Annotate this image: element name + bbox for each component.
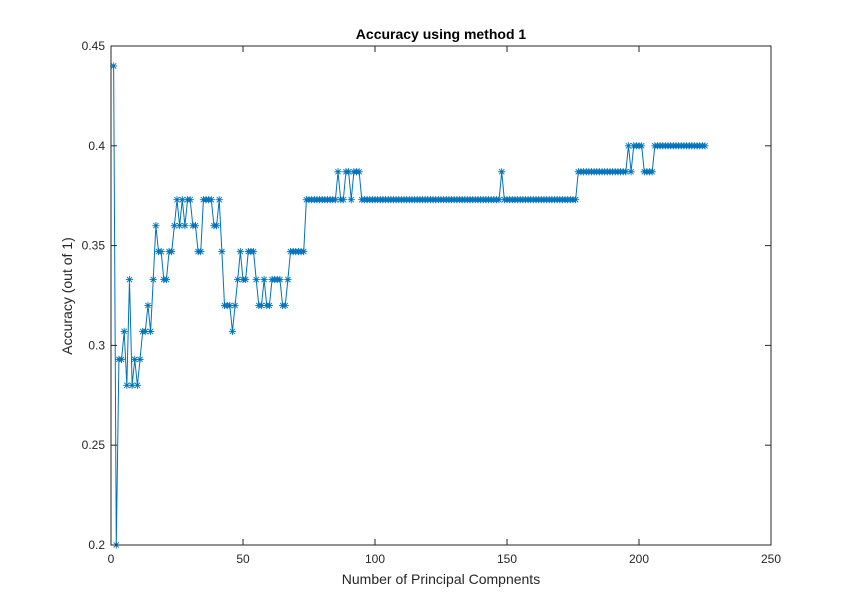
plot-area: [111, 46, 771, 545]
data-point-marker: [133, 381, 141, 389]
data-point-marker: [215, 196, 223, 204]
data-point-marker: [157, 247, 165, 256]
data-point-marker: [572, 196, 580, 204]
data-point-marker: [345, 168, 353, 176]
series-layer: [110, 62, 709, 549]
data-point-marker: [284, 275, 292, 284]
data-point-marker: [173, 196, 181, 204]
data-point-marker: [197, 247, 205, 256]
data-point-marker: [226, 301, 234, 310]
data-point-marker: [627, 168, 635, 176]
data-point-marker: [207, 196, 215, 204]
data-point-marker: [252, 275, 260, 284]
data-point-marker: [622, 168, 630, 176]
data-point-marker: [331, 196, 339, 204]
data-point-marker: [701, 142, 709, 150]
y-tick-label: 0.25: [82, 438, 106, 452]
data-point-marker: [236, 247, 244, 256]
y-tick-label: 0.2: [88, 538, 105, 552]
data-point-marker: [144, 301, 152, 310]
x-tick-label: 200: [629, 552, 649, 566]
data-point-marker: [213, 222, 221, 230]
data-point-marker: [152, 222, 160, 230]
data-point-marker: [128, 381, 136, 389]
data-point-marker: [141, 327, 149, 336]
data-point-marker: [281, 301, 289, 310]
data-point-marker: [638, 142, 646, 150]
y-axis-label: Accuracy (out of 1): [59, 237, 75, 355]
data-point-marker: [355, 168, 363, 176]
data-point-marker: [648, 168, 656, 176]
data-point-marker: [276, 275, 284, 284]
axes-box: [110, 45, 772, 546]
x-tick-label: 100: [365, 552, 385, 566]
data-point-marker: [242, 275, 250, 284]
data-point-marker: [117, 355, 126, 363]
y-tick-label: 0.4: [88, 139, 105, 153]
y-tick-label: 0.3: [88, 338, 105, 352]
data-point-marker: [176, 222, 184, 230]
data-point-marker: [228, 327, 237, 336]
data-point-marker: [260, 275, 268, 284]
data-point-marker: [136, 355, 144, 363]
data-point-marker: [120, 327, 128, 336]
data-point-marker: [231, 301, 239, 310]
data-point-marker: [498, 168, 506, 176]
data-point-marker: [149, 275, 157, 284]
data-point-marker: [168, 247, 176, 256]
data-point-marker: [334, 168, 342, 176]
data-point-marker: [249, 247, 258, 256]
data-point-marker: [181, 222, 189, 230]
x-tick-label: 50: [236, 552, 250, 566]
data-point-marker: [257, 301, 266, 310]
data-point-marker: [186, 196, 194, 204]
x-tick-label: 0: [108, 552, 115, 566]
data-point-marker: [300, 247, 308, 256]
data-point-marker: [495, 196, 503, 204]
data-point-marker: [147, 327, 155, 336]
data-point-marker: [347, 196, 355, 204]
x-tick-label: 150: [497, 552, 517, 566]
y-tick-label: 0.35: [82, 239, 106, 253]
data-point-marker: [339, 196, 347, 204]
data-point-marker: [123, 381, 131, 389]
y-tick-label: 0.45: [82, 39, 106, 53]
data-point-marker: [191, 222, 200, 230]
data-point-marker: [218, 247, 226, 256]
data-point-marker: [125, 275, 134, 284]
data-point-marker: [234, 275, 242, 284]
data-point-marker: [624, 142, 633, 150]
axes-layer: 0 50 100 150 200 250 0.2 0.25 0.3 0.35 0.4 0.45: [82, 39, 782, 566]
x-axis-label: Number of Principal Compnents: [342, 571, 540, 587]
data-point-marker: [131, 355, 139, 363]
data-point-marker: [178, 196, 186, 204]
data-point-marker: [170, 222, 178, 230]
x-tick-label: 250: [761, 552, 781, 566]
data-point-marker: [110, 62, 118, 70]
data-point-marker: [265, 301, 273, 310]
chart-title: Accuracy using method 1: [356, 26, 527, 42]
data-point-marker: [162, 275, 171, 284]
